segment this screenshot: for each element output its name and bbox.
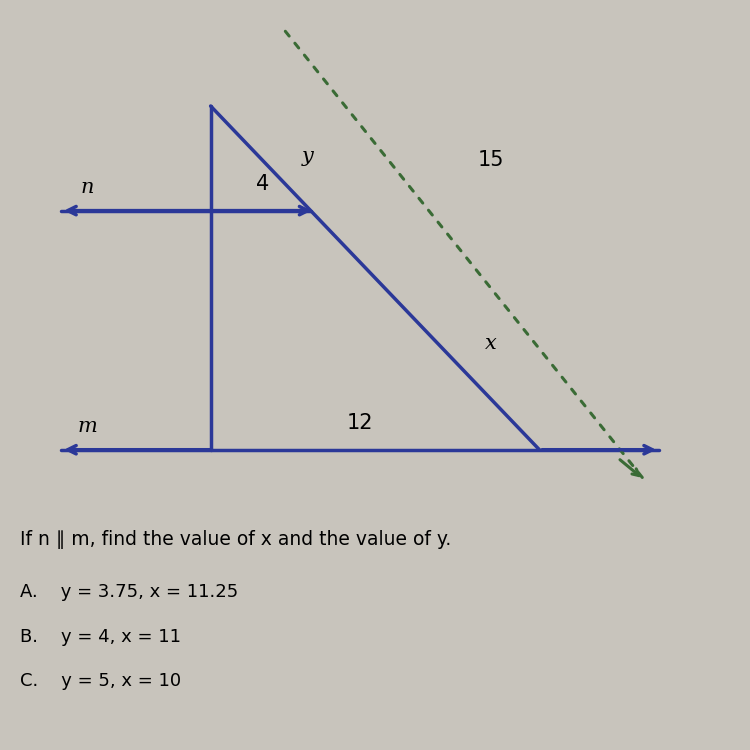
Text: 15: 15 bbox=[478, 149, 504, 170]
Text: m: m bbox=[77, 417, 98, 436]
Text: y: y bbox=[302, 147, 313, 166]
Text: A.    y = 3.75, x = 11.25: A. y = 3.75, x = 11.25 bbox=[20, 583, 238, 601]
Text: 12: 12 bbox=[346, 413, 374, 434]
Text: B.    y = 4, x = 11: B. y = 4, x = 11 bbox=[20, 628, 181, 646]
Text: x: x bbox=[485, 334, 496, 352]
Text: n: n bbox=[80, 178, 94, 197]
Text: C.    y = 5, x = 10: C. y = 5, x = 10 bbox=[20, 672, 182, 690]
Text: 4: 4 bbox=[256, 174, 269, 194]
Text: If n ∥ m, find the value of x and the value of y.: If n ∥ m, find the value of x and the va… bbox=[20, 530, 451, 549]
